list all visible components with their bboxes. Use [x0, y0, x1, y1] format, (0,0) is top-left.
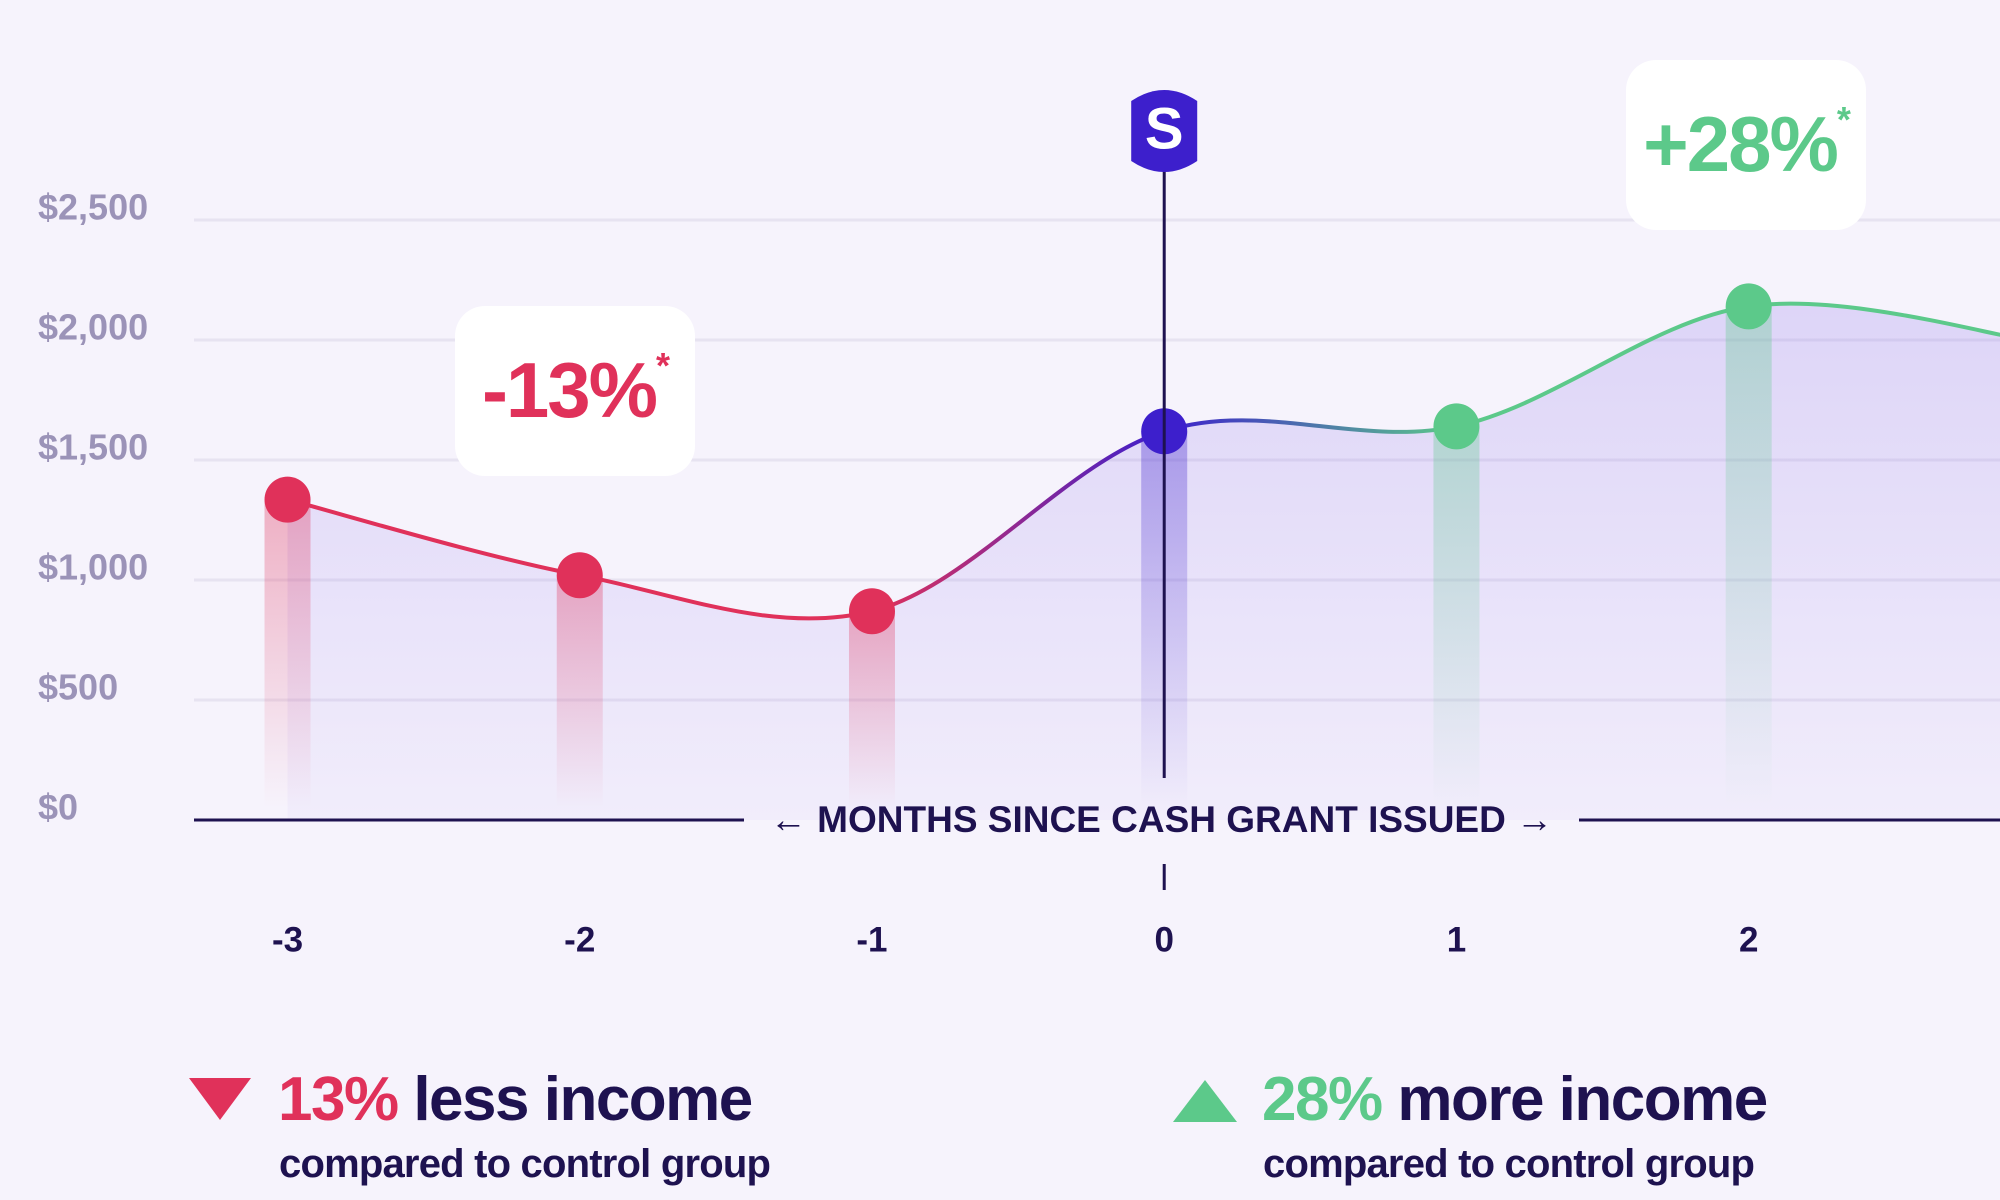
- point: [556, 552, 603, 599]
- summary-subtext: compared to control group: [1263, 1142, 1754, 1186]
- summary-value: 13%: [278, 1065, 398, 1134]
- bar: [1725, 306, 1772, 808]
- x-tick-label: -3: [272, 920, 303, 959]
- x-tick-label: 2: [1739, 920, 1758, 959]
- y-tick-label: $1,500: [38, 427, 148, 468]
- summary-arrow: [189, 1078, 251, 1120]
- annotation-mark: *: [1837, 99, 1851, 140]
- annotation-value: +28%: [1643, 100, 1837, 188]
- bar: [848, 611, 895, 808]
- event-logo-badge: [1131, 90, 1198, 172]
- point: [1725, 283, 1772, 330]
- annotation: -13%*: [482, 345, 670, 434]
- plot-area: [264, 283, 2000, 820]
- annotation-box: [1626, 60, 1866, 230]
- point: [1433, 403, 1480, 450]
- x-tick-label: -1: [856, 920, 887, 959]
- bar: [1433, 426, 1480, 808]
- annotation-value: -13%: [482, 346, 657, 434]
- summary-text: more income: [1397, 1065, 1766, 1134]
- event-logo-text: S: [1145, 96, 1184, 161]
- bar: [556, 575, 603, 808]
- summary-subtext: compared to control group: [279, 1142, 770, 1186]
- y-tick-label: $2,000: [38, 307, 148, 348]
- point: [848, 588, 895, 635]
- summary-headline: 28% more income: [1262, 1065, 1767, 1134]
- summary-space: [1382, 1065, 1398, 1134]
- annotation: +28%*: [1643, 99, 1851, 188]
- y-tick-label: $2,500: [38, 187, 148, 228]
- annotation-mark: *: [656, 345, 670, 386]
- bar: [264, 499, 311, 808]
- summary-arrow: [1173, 1080, 1237, 1122]
- y-tick-label: $1,000: [38, 547, 148, 588]
- summary-text: less income: [413, 1065, 751, 1134]
- summary-headline: 13% less income: [278, 1065, 752, 1134]
- x-axis-title: ← MONTHS SINCE CASH GRANT ISSUED →: [770, 799, 1553, 840]
- point: [264, 476, 311, 523]
- y-tick-label: $500: [38, 667, 118, 708]
- x-tick-label: -2: [564, 920, 595, 959]
- y-tick-label: $0: [38, 787, 78, 828]
- x-tick-label: 1: [1447, 920, 1466, 959]
- x-tick-label: 0: [1154, 920, 1173, 959]
- summary-value: 28%: [1262, 1065, 1382, 1134]
- annotation-box: [455, 306, 695, 476]
- summary-space: [398, 1065, 414, 1134]
